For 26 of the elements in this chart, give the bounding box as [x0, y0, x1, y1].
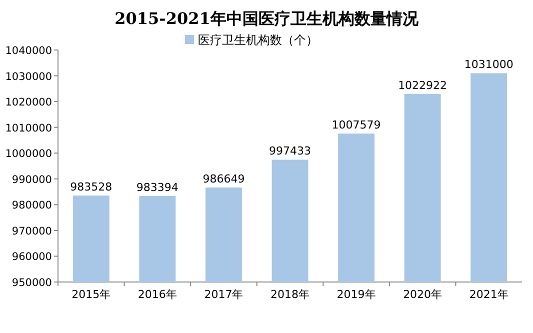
y-tick-label: 1030000	[5, 70, 52, 83]
x-tick-label: 2015年	[72, 288, 111, 301]
data-label: 983394	[136, 180, 178, 194]
y-tick-label: 1010000	[5, 122, 52, 134]
data-label: 1007579	[332, 118, 381, 132]
data-label: 986649	[202, 172, 245, 186]
chart-title: 2015-2021年中国医疗卫生机构数量情况	[114, 9, 420, 28]
y-tick-label: 950000	[12, 277, 52, 289]
x-tick-label: 2016年	[138, 288, 177, 301]
x-tick-label: 2021年	[469, 288, 508, 301]
data-label: 1022922	[398, 79, 448, 92]
y-tick-label: 990000	[12, 174, 52, 186]
legend-label: 医疗卫生机构数（个）	[198, 33, 318, 47]
x-tick-label: 2018年	[270, 288, 310, 301]
y-tick-label: 970000	[12, 225, 52, 238]
y-tick-label: 1000000	[5, 148, 52, 160]
y-tick-label: 980000	[12, 200, 52, 212]
y-tick-label: 1020000	[5, 96, 52, 109]
data-label: 983528	[70, 180, 112, 194]
x-tick-label: 2019年	[336, 288, 376, 301]
y-tick-label: 1040000	[5, 45, 52, 57]
data-label: 1031000	[464, 58, 514, 72]
x-tick-label: 2020年	[403, 288, 442, 301]
y-tick-label: 960000	[12, 251, 52, 264]
x-tick-label: 2017年	[204, 288, 244, 301]
data-label: 997433	[269, 144, 311, 158]
